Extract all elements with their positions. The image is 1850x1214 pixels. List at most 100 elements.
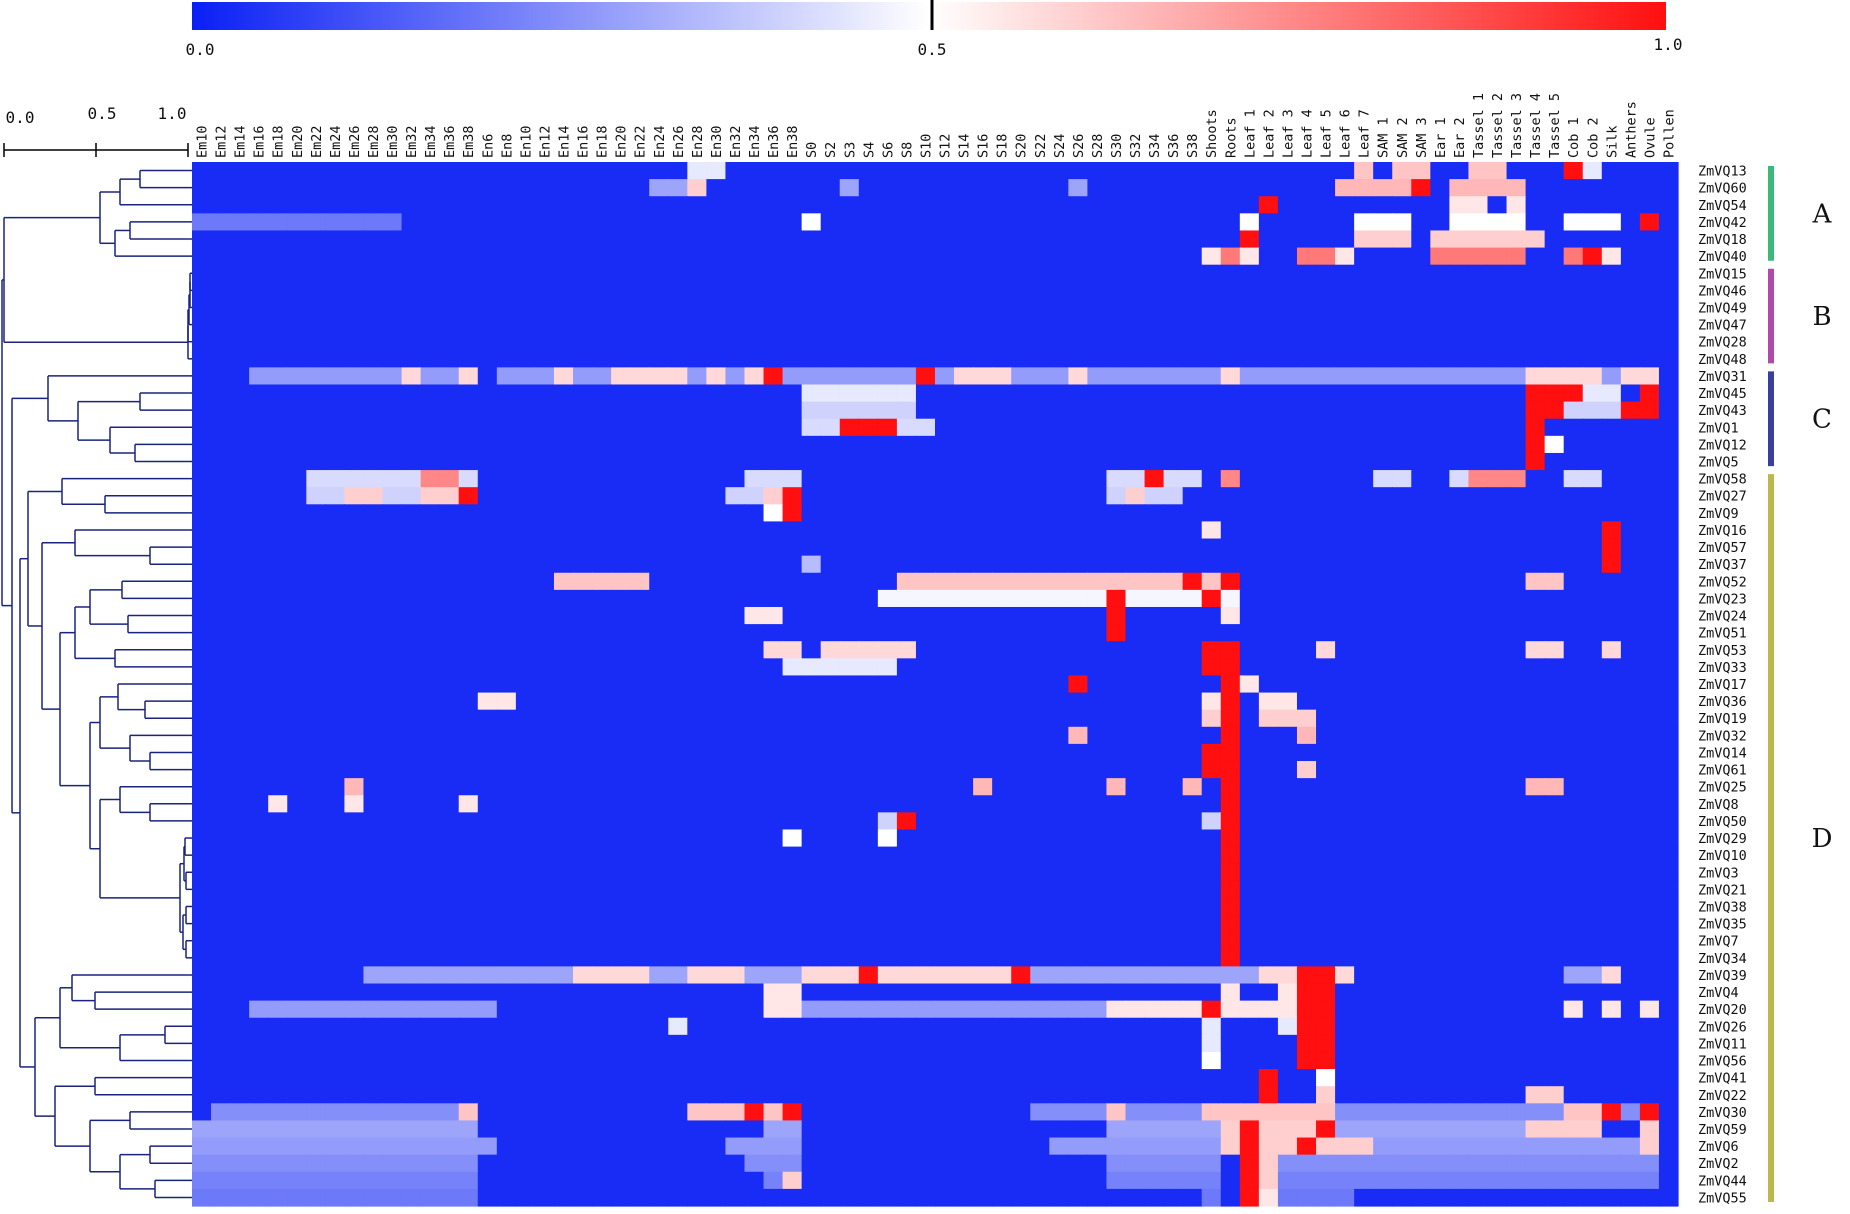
heatmap-cell bbox=[1392, 658, 1412, 677]
heatmap-cell bbox=[1011, 606, 1031, 625]
heatmap-cell bbox=[839, 555, 860, 574]
heatmap-cell bbox=[877, 897, 898, 916]
heatmap-cell bbox=[344, 1000, 365, 1019]
heatmap-cell bbox=[1601, 812, 1622, 831]
heatmap-cell bbox=[763, 213, 784, 232]
heatmap-cell bbox=[973, 487, 993, 505]
heatmap-cell bbox=[1125, 470, 1146, 488]
heatmap-cell bbox=[1125, 983, 1146, 1002]
heatmap-cell bbox=[744, 812, 765, 831]
heatmap-cell bbox=[344, 624, 365, 642]
heatmap-cell bbox=[1525, 1017, 1546, 1036]
heatmap-cell bbox=[1125, 384, 1146, 403]
heatmap-cell bbox=[706, 675, 727, 694]
heatmap-cell bbox=[896, 538, 917, 557]
heatmap-cell bbox=[954, 880, 974, 899]
heatmap-cell bbox=[211, 641, 231, 659]
heatmap-cell bbox=[1316, 1120, 1336, 1139]
heatmap-cell bbox=[858, 743, 879, 762]
heatmap-cell bbox=[973, 213, 993, 232]
heatmap-cell bbox=[706, 504, 727, 523]
heatmap-cell bbox=[820, 932, 841, 950]
heatmap-cell bbox=[1430, 624, 1450, 642]
heatmap-cell bbox=[1144, 932, 1165, 950]
heatmap-cell bbox=[801, 521, 822, 540]
heatmap-cell bbox=[725, 726, 746, 745]
heatmap-cell bbox=[915, 196, 936, 214]
heatmap-cell bbox=[496, 470, 517, 488]
heatmap-cell bbox=[1392, 829, 1412, 848]
heatmap-cell bbox=[1125, 589, 1146, 608]
heatmap-cell bbox=[344, 367, 365, 386]
heatmap-cell bbox=[515, 179, 536, 197]
heatmap-cell bbox=[1296, 949, 1317, 967]
heatmap-cell bbox=[915, 1188, 936, 1207]
heatmap-cell bbox=[1277, 281, 1298, 300]
heatmap-cell bbox=[1544, 761, 1565, 779]
heatmap-cell bbox=[1449, 1188, 1470, 1207]
heatmap-cell bbox=[1182, 1034, 1203, 1053]
heatmap-cell bbox=[1392, 795, 1412, 813]
heatmap-cell bbox=[439, 418, 460, 437]
heatmap-cell bbox=[592, 247, 612, 266]
heatmap-cell bbox=[515, 675, 536, 694]
heatmap-cell bbox=[1030, 298, 1050, 317]
heatmap-cell bbox=[1411, 726, 1431, 745]
heatmap-cell bbox=[1506, 795, 1527, 813]
column-label: En14 bbox=[557, 125, 573, 158]
heatmap-cell bbox=[1525, 606, 1546, 625]
heatmap-cell bbox=[1125, 1120, 1146, 1139]
column-label: S6 bbox=[880, 142, 896, 158]
heatmap-cell bbox=[1030, 983, 1050, 1002]
heatmap-cell bbox=[1411, 401, 1431, 420]
heatmap-cell bbox=[954, 350, 974, 368]
heatmap-cell bbox=[458, 1120, 479, 1139]
heatmap-cell bbox=[249, 555, 269, 574]
heatmap-cell bbox=[1296, 795, 1317, 813]
heatmap-cell bbox=[1468, 589, 1489, 608]
heatmap-cell bbox=[935, 264, 955, 283]
heatmap-cell bbox=[1011, 367, 1031, 386]
heatmap-cell bbox=[477, 179, 498, 197]
heatmap-cell bbox=[344, 658, 365, 677]
heatmap-cell bbox=[211, 1188, 231, 1207]
heatmap-cell bbox=[534, 247, 555, 266]
heatmap-cell bbox=[1087, 743, 1108, 762]
heatmap-cell bbox=[1296, 179, 1317, 197]
heatmap-cell bbox=[992, 401, 1012, 420]
heatmap-cell bbox=[1277, 624, 1298, 642]
heatmap-cell bbox=[268, 384, 288, 403]
heatmap-cell bbox=[1373, 846, 1393, 865]
heatmap-cell bbox=[1049, 589, 1069, 608]
heatmap-cell bbox=[1506, 196, 1527, 214]
heatmap-cell bbox=[268, 1034, 288, 1053]
heatmap-cell bbox=[515, 452, 536, 471]
heatmap-cell bbox=[306, 658, 326, 677]
heatmap-cell bbox=[858, 726, 879, 745]
heatmap-cell bbox=[992, 966, 1012, 985]
column-label: Tassel 4 bbox=[1528, 93, 1544, 158]
heatmap-cell bbox=[915, 1120, 936, 1139]
heatmap-cell bbox=[1220, 1051, 1241, 1070]
heatmap-cell bbox=[1030, 692, 1050, 711]
heatmap-cell bbox=[1296, 829, 1317, 848]
heatmap-cell bbox=[820, 709, 841, 728]
heatmap-cell bbox=[1658, 983, 1679, 1002]
column-label: S2 bbox=[823, 142, 839, 158]
heatmap-cell bbox=[1468, 504, 1489, 523]
heatmap-cell bbox=[1182, 350, 1203, 368]
heatmap-cell bbox=[687, 778, 707, 796]
heatmap-cell bbox=[820, 1034, 841, 1053]
heatmap-cell bbox=[1544, 179, 1565, 197]
heatmap-cell bbox=[230, 247, 250, 266]
heatmap-cell bbox=[592, 1017, 612, 1036]
heatmap-cell bbox=[1049, 880, 1069, 899]
heatmap-cell bbox=[1316, 795, 1336, 813]
heatmap-cell bbox=[534, 1154, 555, 1173]
heatmap-cell bbox=[820, 1051, 841, 1070]
heatmap-cell bbox=[744, 709, 765, 728]
row-label: ZmVQ7 bbox=[1698, 934, 1739, 950]
heatmap-cell bbox=[496, 435, 517, 454]
heatmap-cell bbox=[1106, 452, 1127, 471]
heatmap-cell bbox=[1163, 504, 1184, 523]
